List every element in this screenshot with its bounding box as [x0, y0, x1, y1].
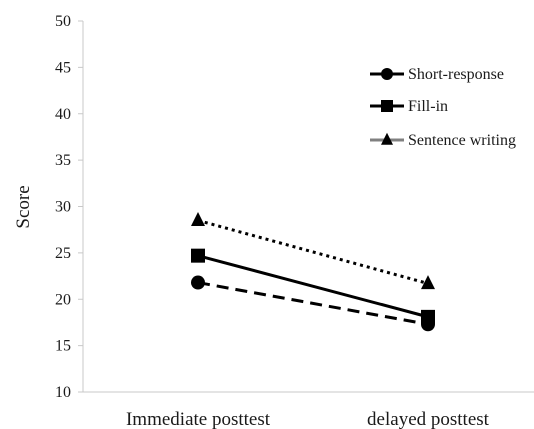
data-point-triangle: [381, 132, 393, 145]
series-line: [197, 254, 429, 319]
y-tick-label: 30: [55, 199, 71, 216]
data-point-triangle: [191, 212, 205, 227]
x-tick-label: Immediate posttest: [126, 409, 271, 429]
series-layer: [191, 212, 435, 332]
series-line: [197, 281, 429, 326]
y-tick-label: 40: [55, 106, 71, 123]
series-fill-in: [191, 248, 435, 324]
y-axis-title: Score: [13, 185, 34, 228]
y-tick-label: 10: [55, 384, 71, 401]
legend-item: Sentence writing: [370, 132, 516, 149]
legend-label: Sentence writing: [408, 132, 516, 149]
legend: Short-response Fill-in Sentence writing: [370, 66, 516, 149]
y-tick-label: 25: [55, 245, 71, 262]
y-tick-label: 35: [55, 152, 71, 169]
data-point-square: [421, 309, 435, 324]
series-short-response: [191, 275, 435, 332]
series-sentence-writing: [191, 212, 435, 290]
data-point-square: [191, 248, 205, 263]
legend-item: Short-response: [370, 66, 504, 83]
data-point-circle: [381, 68, 393, 80]
y-tick-label: 15: [55, 338, 71, 355]
legend-label: Short-response: [408, 66, 504, 83]
legend-label: Fill-in: [408, 98, 448, 115]
y-tick-label: 20: [55, 291, 71, 308]
data-point-square: [381, 100, 393, 112]
series-line: [197, 218, 429, 285]
data-point-circle: [191, 275, 205, 290]
y-tick-label: 50: [55, 13, 71, 30]
axes: 10 15 20 25 30 35 40 45 50 Immediate posttest dela…: [55, 13, 534, 429]
y-tick-label: 45: [55, 59, 71, 76]
legend-item: Fill-in: [370, 98, 448, 115]
data-point-triangle: [421, 275, 435, 290]
x-tick-label: delayed posttest: [367, 409, 490, 429]
